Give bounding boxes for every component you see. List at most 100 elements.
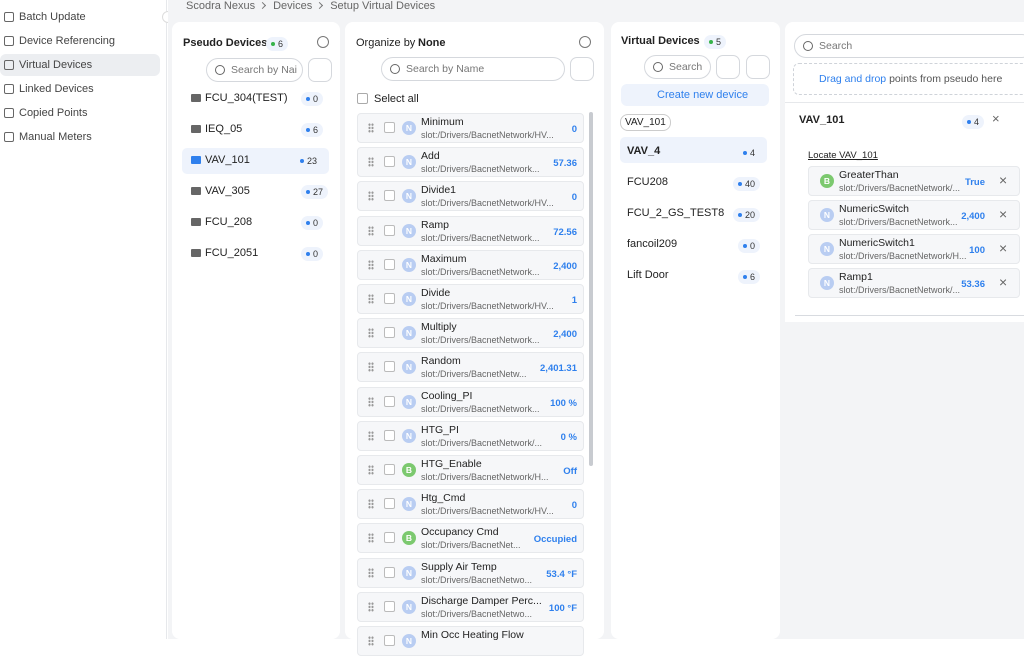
point-name: Discharge Damper Perc... [421, 594, 542, 607]
breadcrumb-item[interactable]: Setup Virtual Devices [330, 0, 436, 12]
search-input[interactable]: Search by Nai [206, 58, 303, 82]
point-value: 72.56 [553, 226, 577, 238]
checkbox[interactable] [384, 327, 395, 339]
drop-link[interactable]: Drag and drop [819, 73, 887, 85]
drag-handle[interactable] [368, 191, 374, 202]
checkbox[interactable] [384, 224, 395, 236]
remove-button[interactable]: × [999, 240, 1008, 256]
checkbox[interactable] [384, 429, 395, 441]
sort-button[interactable] [183, 57, 207, 81]
search-input[interactable]: Search by Name [381, 57, 565, 81]
remove-button[interactable]: × [999, 172, 1008, 188]
checkbox[interactable] [384, 156, 395, 168]
checkbox[interactable] [384, 566, 395, 578]
create-device-button[interactable]: Create new device [621, 84, 769, 106]
point-card[interactable] [808, 268, 1020, 298]
device-name[interactable]: FCU208 [627, 176, 668, 188]
nav-icon [4, 36, 14, 46]
device-name[interactable]: fancoil209 [627, 238, 678, 250]
scrollbar[interactable] [589, 112, 593, 466]
checkbox[interactable] [384, 464, 395, 475]
device-name[interactable]: VAV_101 [205, 154, 250, 166]
remove-button[interactable]: × [999, 274, 1008, 290]
drag-handle[interactable] [368, 430, 374, 441]
separator [259, 1, 267, 10]
device-name[interactable]: FCU_2_GS_TEST8 [627, 207, 725, 219]
search-input[interactable]: Search [794, 34, 1024, 58]
sort-button[interactable] [570, 57, 594, 81]
drag-handle[interactable] [368, 157, 374, 168]
point-card[interactable] [808, 200, 1020, 230]
point-card[interactable] [808, 166, 1020, 196]
drag-handle[interactable] [368, 123, 374, 133]
checkbox[interactable] [384, 532, 395, 544]
drag-handle[interactable] [368, 465, 374, 475]
checkbox[interactable] [384, 190, 395, 202]
help-icon[interactable] [579, 36, 591, 48]
device-name[interactable]: IEQ_05 [205, 123, 243, 135]
drag-handle[interactable] [368, 499, 374, 510]
point-path: slot:/Drivers/BacnetNetwork/... [421, 437, 543, 448]
point-path: slot:/Drivers/BacnetNetwork/HV... [421, 506, 554, 517]
drag-handle[interactable] [368, 362, 374, 373]
drag-handle[interactable] [368, 259, 374, 270]
point-path: slot:/Drivers/BacnetNetw... [421, 369, 527, 380]
help-icon[interactable] [317, 36, 329, 48]
point-value: 53.36 [961, 279, 985, 290]
device-name[interactable]: VAV_305 [205, 185, 250, 197]
point-card[interactable] [808, 234, 1020, 264]
nav-item[interactable]: Manual Meters [19, 131, 92, 143]
nav-item[interactable]: Virtual Devices [19, 59, 93, 71]
drag-handle[interactable] [368, 294, 374, 304]
breadcrumb: Scodra Nexus Devices Setup Virtual Devices [186, 0, 435, 12]
locate-link[interactable]: Locate VAV_101 [808, 150, 878, 161]
checkbox[interactable] [384, 293, 395, 304]
filter-button[interactable] [746, 55, 770, 79]
device-name[interactable]: FCU_2051 [205, 247, 259, 259]
type-badge: N [402, 497, 416, 512]
nav-item[interactable]: Linked Devices [19, 83, 94, 95]
drag-handle[interactable] [368, 636, 374, 646]
checkbox[interactable] [384, 395, 395, 407]
nav-item[interactable]: Copied Points [19, 107, 88, 119]
device-name[interactable]: FCU_208 [205, 216, 253, 228]
select-all-checkbox[interactable] [357, 93, 368, 104]
type-badge: N [402, 428, 416, 443]
point-path: slot:/Drivers/BacnetNetwo... [421, 574, 533, 585]
remove-button[interactable]: × [999, 206, 1008, 222]
point-path: slot:/Drivers/BacnetNetwork... [421, 164, 540, 175]
checkbox[interactable] [384, 600, 395, 612]
point-name: Min Occ Heating Flow [421, 629, 524, 641]
drag-handle[interactable] [368, 396, 374, 407]
organize-select[interactable]: None [418, 37, 446, 49]
search-input[interactable]: Search [644, 55, 711, 79]
device-name[interactable]: VAV_4 [627, 145, 661, 157]
device-name[interactable]: Lift Door [627, 269, 669, 281]
filter-button[interactable] [308, 58, 332, 82]
drag-handle[interactable] [368, 567, 374, 578]
checkbox[interactable] [384, 122, 395, 133]
checkbox[interactable] [384, 258, 395, 270]
select-all-label[interactable]: Select all [374, 93, 419, 105]
drag-handle[interactable] [368, 533, 374, 544]
nav-item[interactable]: Batch Update [19, 11, 86, 23]
checkbox[interactable] [384, 361, 395, 373]
nav-item[interactable]: Device Referencing [19, 35, 115, 47]
drop-zone[interactable]: Drag and drop points from pseudo here [793, 63, 1024, 95]
close-button[interactable]: × [992, 111, 1000, 126]
breadcrumb-item[interactable]: Scodra Nexus [186, 0, 256, 12]
type-badge: N [820, 276, 834, 290]
drag-handle[interactable] [368, 601, 374, 612]
drag-handle[interactable] [368, 328, 374, 339]
checkbox[interactable] [384, 635, 395, 646]
sort-button[interactable] [716, 55, 740, 79]
checkbox[interactable] [384, 498, 395, 510]
drag-handle[interactable] [368, 225, 374, 236]
breadcrumb-item[interactable]: Devices [273, 0, 313, 12]
point-path: slot:/Drivers/BacnetNetwork... [839, 217, 958, 227]
type-badge: N [402, 634, 416, 648]
point-value: 0 [571, 192, 577, 204]
point-name: Maximum [421, 252, 467, 265]
type-badge: N [402, 565, 416, 580]
device-name[interactable]: FCU_304(TEST) [205, 92, 288, 104]
